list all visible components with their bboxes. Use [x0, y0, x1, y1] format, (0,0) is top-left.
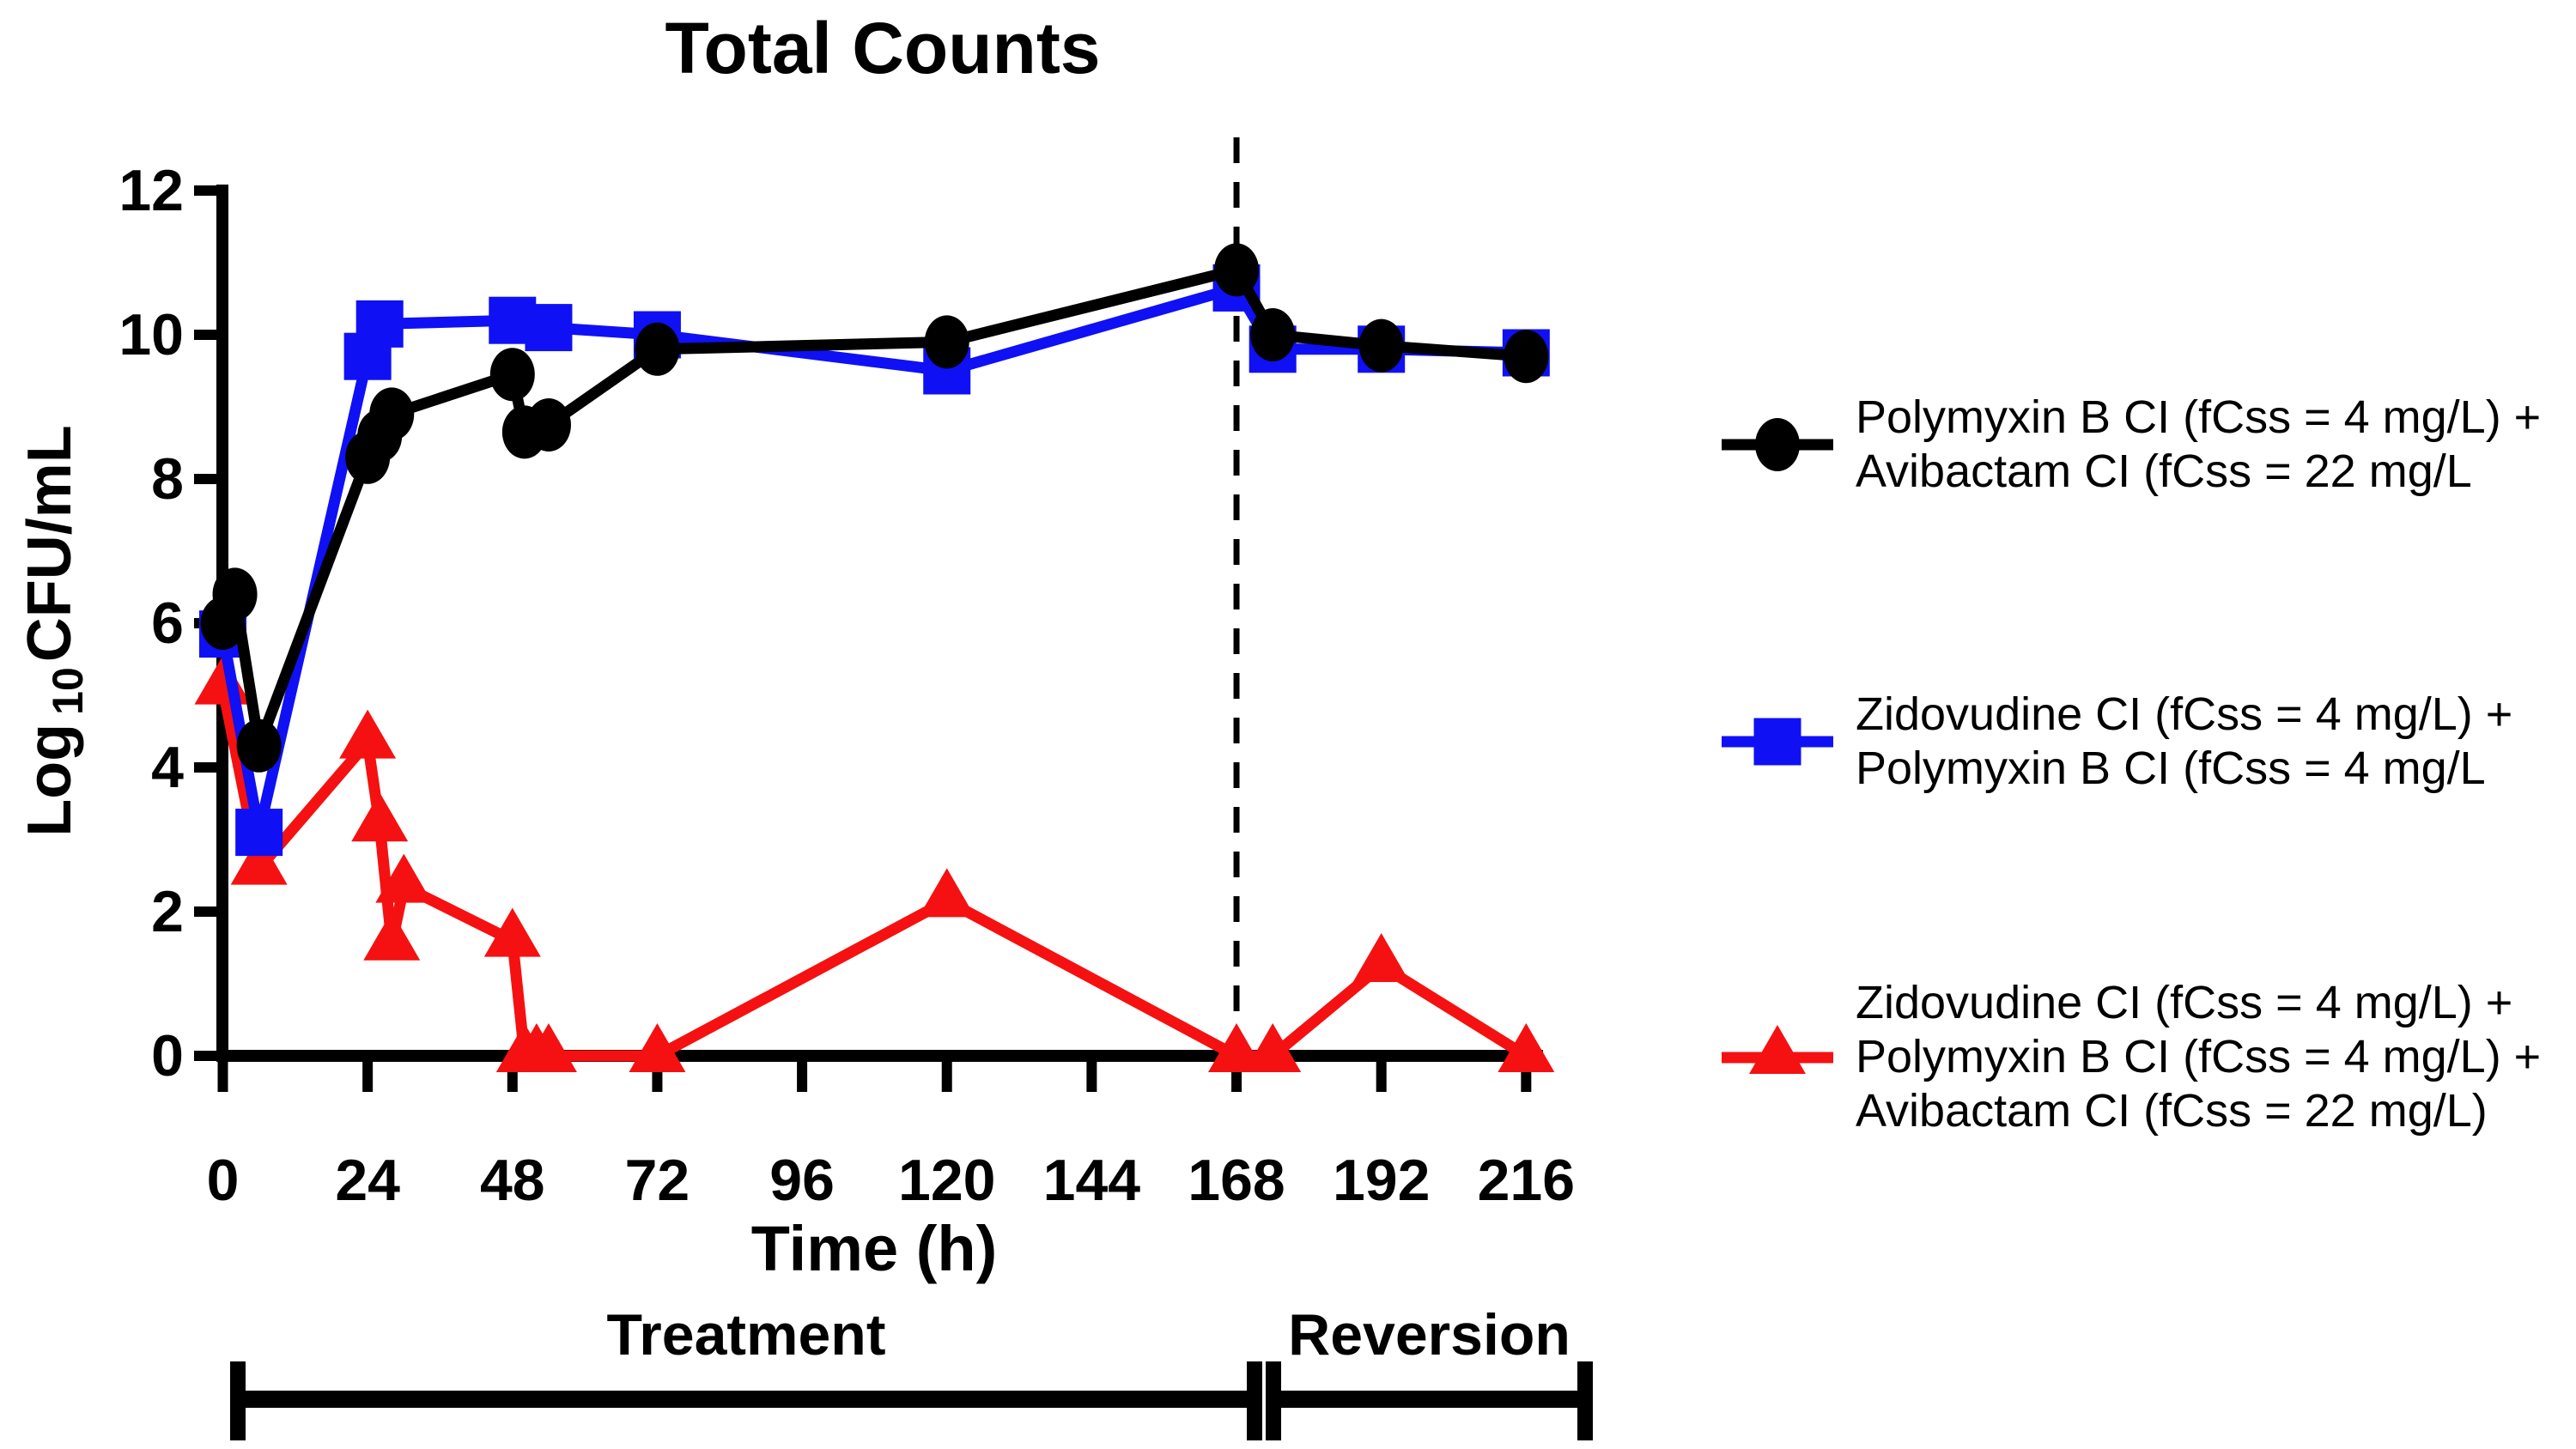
circle-data-marker — [1358, 318, 1404, 373]
legend-label: Zidovudine CI (fCss = 4 mg/L) + Polymyxi… — [1856, 688, 2513, 794]
triangle-data-marker — [519, 1023, 577, 1072]
series-circle — [200, 243, 1549, 773]
x-tick-label: 120 — [898, 1148, 995, 1213]
circle-data-marker — [489, 348, 535, 402]
chart-title: Total Counts — [665, 8, 1101, 88]
series-line — [217, 282, 1532, 839]
y-tick-label: 2 — [151, 879, 184, 944]
triangle-data-marker — [351, 792, 409, 842]
circle-data-marker — [1214, 243, 1260, 297]
triangle-data-marker — [483, 907, 541, 957]
legend-entry-black: Polymyxin B CI (fCss = 4 mg/L) + Avibact… — [1722, 391, 2541, 499]
x-tick-label: 0 — [207, 1148, 240, 1213]
circle-data-marker — [526, 398, 571, 452]
square-legend-marker — [1753, 718, 1801, 766]
triangle-data-marker — [1208, 1023, 1266, 1072]
x-tick-label: 144 — [1043, 1148, 1141, 1213]
legend-entry-blue: Zidovudine CI (fCss = 4 mg/L) + Polymyxi… — [1722, 688, 2512, 796]
circle-marker-icon — [1722, 418, 1833, 471]
x-tick-label: 24 — [335, 1148, 400, 1213]
y-tick-label: 4 — [151, 735, 184, 800]
x-tick-label: 192 — [1333, 1148, 1430, 1213]
y-tick-label: 8 — [151, 446, 184, 512]
triangle-data-marker — [1244, 1023, 1302, 1072]
square-data-marker — [355, 300, 404, 348]
y-tick-label: 0 — [151, 1023, 184, 1088]
series-line — [217, 682, 1532, 1062]
x-tick-label: 48 — [480, 1148, 545, 1213]
square-marker-icon — [1722, 718, 1833, 766]
treatment-phase-label: Treatment — [607, 1302, 886, 1367]
triangle-data-marker — [375, 853, 433, 903]
triangle-data-marker — [918, 868, 975, 918]
triangle-marker-icon — [1722, 1024, 1833, 1074]
circle-data-marker — [369, 387, 415, 441]
triangle-data-marker — [363, 911, 421, 961]
series-triangle — [194, 655, 1555, 1072]
triangle-data-marker — [230, 835, 288, 885]
circle-data-marker — [1504, 330, 1549, 384]
y-tick-label: 6 — [151, 591, 184, 656]
legend-label: Zidovudine CI (fCss = 4 mg/L) + Polymyxi… — [1856, 977, 2542, 1137]
legend-entry-red: Zidovudine CI (fCss = 4 mg/L) + Polymyxi… — [1722, 976, 2541, 1138]
circle-data-marker — [1250, 308, 1296, 361]
triangle-data-marker — [629, 1023, 686, 1072]
x-tick-label: 96 — [769, 1148, 835, 1213]
circle-legend-marker — [1755, 418, 1800, 471]
circle-data-marker — [635, 322, 680, 376]
legend-label: Polymyxin B CI (fCss = 4 mg/L) + Avibact… — [1856, 391, 2542, 497]
series-square — [199, 264, 1550, 857]
square-data-marker — [235, 809, 283, 857]
y-tick-label: 12 — [118, 158, 184, 223]
circle-data-marker — [924, 315, 969, 369]
x-axis-label: Time (h) — [750, 1213, 998, 1284]
triangle-data-marker — [1352, 933, 1410, 982]
triangle-data-marker — [339, 709, 397, 759]
x-tick-label: 168 — [1188, 1148, 1285, 1213]
triangle-legend-marker — [1749, 1024, 1806, 1074]
triangle-data-marker — [1498, 1023, 1555, 1072]
circle-data-marker — [236, 718, 282, 773]
series-line — [217, 264, 1532, 752]
reversion-phase-label: Reversion — [1288, 1302, 1571, 1367]
square-data-marker — [525, 304, 573, 352]
x-tick-label: 216 — [1478, 1148, 1575, 1213]
circle-data-marker — [212, 567, 258, 621]
y-tick-label: 10 — [118, 302, 184, 367]
x-tick-label: 72 — [625, 1148, 690, 1213]
